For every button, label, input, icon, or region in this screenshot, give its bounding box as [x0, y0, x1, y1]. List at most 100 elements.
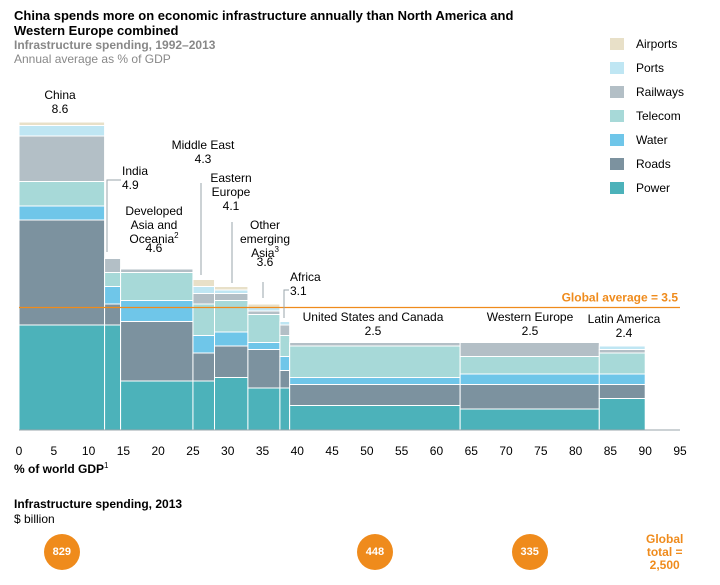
bar-eastern-europe-roads: [214, 345, 249, 378]
bar-africa-railways: [279, 324, 291, 336]
legend-swatch: [610, 158, 624, 170]
bar-united-states-and-canada-power: [289, 405, 461, 431]
x-tick-label: 60: [430, 444, 444, 458]
legend-swatch: [610, 182, 624, 194]
legend-label: Telecom: [636, 109, 681, 123]
x-tick-label: 80: [569, 444, 583, 458]
bar-other-emerging-asia-railways: [247, 310, 281, 315]
bar-eastern-europe-telecom: [214, 300, 249, 333]
global-total: Global total = 2,500: [646, 532, 684, 572]
region-label-developed-asia-and-oceania: Developed Asia and Oceania2 4.6: [125, 204, 182, 255]
bar-china-railways: [18, 135, 106, 182]
x-tick-label: 15: [117, 444, 131, 458]
x-tick-label: 0: [16, 444, 23, 458]
x-tick-label: 45: [325, 444, 339, 458]
region-label-eastern-europe: Eastern Europe 4.1: [210, 171, 251, 213]
legend-label: Railways: [636, 85, 685, 99]
spending-circle: 448: [356, 534, 393, 570]
bar-china-ports: [18, 125, 106, 137]
x-tick-label: 25: [186, 444, 200, 458]
bar-india-power: [104, 324, 122, 431]
legend-swatch: [610, 110, 624, 122]
bar-china-water: [18, 205, 106, 221]
bar-eastern-europe-railways: [214, 293, 249, 301]
bar-africa-water: [279, 356, 291, 371]
bar-other-emerging-asia-water: [247, 342, 281, 350]
x-tick-label: 50: [360, 444, 374, 458]
chart-subtitle: Infrastructure spending, 1992–2013: [14, 38, 216, 52]
x-tick-label: 20: [151, 444, 165, 458]
bar-eastern-europe-power: [214, 377, 249, 431]
bar-middle-east-telecom: [192, 303, 216, 336]
bar-china-airports: [18, 121, 106, 126]
bar-other-emerging-asia-telecom: [247, 314, 281, 343]
bar-middle-east-roads: [192, 352, 216, 382]
bar-developed-asia-and-oceania-water: [120, 300, 194, 322]
x-tick-label: 90: [639, 444, 653, 458]
region-label-middle-east: Middle East 4.3: [172, 138, 235, 166]
chart-title: China spends more on economic infrastruc…: [14, 8, 514, 38]
bar-latin-america-telecom: [598, 352, 646, 375]
bar-western-europe-telecom: [459, 356, 600, 375]
leader-line-africa: [283, 289, 289, 318]
legend-label: Power: [636, 181, 671, 195]
bar-western-europe-railways: [459, 342, 600, 357]
legend-label: Roads: [636, 157, 671, 171]
bar-india-railways: [104, 258, 122, 273]
bar-latin-america-water: [598, 373, 646, 385]
bar-developed-asia-and-oceania-telecom: [120, 272, 194, 301]
x-tick-label: 10: [82, 444, 96, 458]
region-label-other-emerging-asia: Other emerging Asia3 3.6: [240, 218, 290, 269]
x-tick-label: 5: [50, 444, 57, 458]
bar-united-states-and-canada-water: [289, 377, 461, 385]
bar-india-water: [104, 286, 122, 305]
bar-united-states-and-canada-roads: [289, 384, 461, 406]
region-label-united-states-and-canada: United States and Canada 2.5: [303, 310, 444, 338]
region-label-china: China 8.6: [44, 88, 76, 116]
spending-circle: 829: [43, 534, 80, 570]
bar-developed-asia-and-oceania-power: [120, 380, 194, 431]
bar-india-telecom: [104, 272, 122, 287]
x-tick-label: 85: [604, 444, 618, 458]
x-tick-label: 95: [673, 444, 687, 458]
region-label-latin-america: Latin America 2.4: [588, 312, 661, 340]
bar-latin-america-power: [598, 398, 646, 431]
bar-eastern-europe-ports: [214, 289, 249, 294]
x-tick-label: 40: [291, 444, 305, 458]
bar-china-telecom: [18, 181, 106, 207]
bottom-unit: $ billion: [14, 512, 55, 526]
bar-developed-asia-and-oceania-railways: [120, 268, 194, 273]
x-tick-label: 35: [256, 444, 270, 458]
bar-middle-east-water: [192, 335, 216, 354]
x-tick-label: 30: [221, 444, 235, 458]
bar-developed-asia-and-oceania-roads: [120, 321, 194, 382]
bar-africa-roads: [279, 370, 291, 389]
bar-western-europe-roads: [459, 384, 600, 410]
bar-other-emerging-asia-power: [247, 387, 281, 431]
x-tick-label: 55: [395, 444, 409, 458]
region-label-india: India 4.9: [122, 164, 148, 192]
legend-label: Ports: [636, 61, 665, 75]
bar-middle-east-power: [192, 380, 216, 431]
bar-china-roads: [18, 219, 106, 326]
global-average-label: Global average = 3.5: [562, 291, 679, 305]
x-tick-label: 65: [465, 444, 479, 458]
bar-eastern-europe-water: [214, 331, 249, 347]
bar-latin-america-railways: [598, 349, 646, 354]
region-label-africa: Africa 3.1: [290, 270, 321, 298]
bar-latin-america-ports: [598, 345, 646, 350]
region-label-western-europe: Western Europe 2.5: [487, 310, 574, 338]
bar-other-emerging-asia-roads: [247, 349, 281, 389]
bottom-title: Infrastructure spending, 2013: [14, 497, 183, 511]
x-axis-label: % of world GDP1: [14, 461, 109, 476]
chart-unit: Annual average as % of GDP: [14, 52, 171, 66]
marimekko-chart: 0 5 10 15 20 25 30 35 40 45 50 55 60 65 70 75 80 85 90 95 Gl…: [16, 88, 687, 458]
x-tick-label: 70: [499, 444, 513, 458]
legend-swatch: [610, 62, 624, 74]
bar-middle-east-railways: [192, 293, 216, 305]
bar-middle-east-ports: [192, 286, 216, 294]
bar-africa-telecom: [279, 335, 291, 357]
legend-label: Airports: [636, 37, 678, 51]
x-tick-label: 75: [534, 444, 548, 458]
bar-latin-america-roads: [598, 384, 646, 399]
